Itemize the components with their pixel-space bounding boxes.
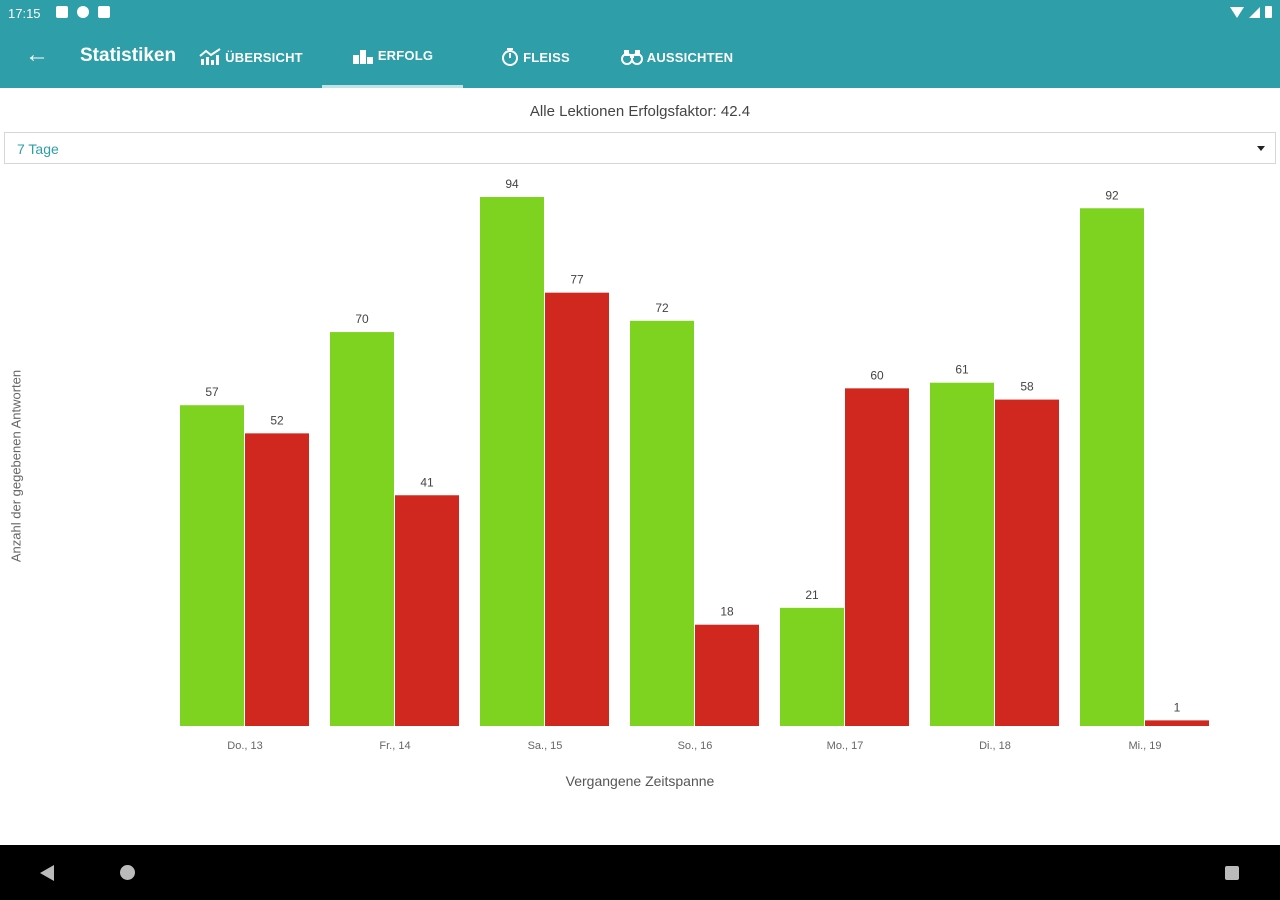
sd-card-icon: [98, 6, 110, 18]
x-axis-label: Vergangene Zeitspanne: [565, 773, 715, 789]
correct-bar-1: [330, 332, 394, 726]
bar-value-label: 18: [720, 605, 734, 619]
status-time: 17:15: [8, 6, 41, 21]
x-tick-label: Di., 18: [979, 740, 1011, 752]
x-tick-label: So., 16: [678, 740, 713, 752]
x-tick-label: Fr., 14: [379, 740, 410, 752]
bar-value-label: 61: [955, 363, 969, 377]
wrong-bar-4: [845, 388, 909, 726]
wrong-bar-6: [1145, 720, 1209, 726]
period-select[interactable]: 7 Tage: [4, 132, 1276, 164]
tab-label: ERFOLG: [377, 48, 434, 63]
tab-fleiss[interactable]: FLEISS: [478, 26, 593, 88]
bar-value-label: 70: [355, 312, 369, 326]
tab-uebersicht[interactable]: ÜBERSICHT: [196, 26, 306, 88]
bar-value-label: 92: [1105, 188, 1119, 202]
timer-icon: [502, 48, 519, 66]
x-tick-label: Do., 13: [227, 740, 262, 752]
wrong-bar-2: [545, 292, 609, 726]
correct-bar-3: [630, 320, 694, 726]
bar-value-label: 60: [870, 368, 884, 382]
answers-bar-chart: 57 52 Do., 13 70 41 Fr., 14 94 77 Sa., 15 72 18 So.…: [180, 177, 1209, 752]
dropdown-arrow-icon: [1257, 146, 1265, 151]
notification-icon: [56, 6, 68, 18]
bar-value-label: 58: [1020, 380, 1034, 394]
wrong-bar-3: [695, 624, 759, 726]
bar-value-label: 41: [420, 475, 434, 489]
x-tick-label: Mo., 17: [827, 740, 864, 752]
back-arrow-icon[interactable]: ←: [25, 41, 49, 68]
page-title: Statistiken: [80, 45, 177, 66]
cell-signal-icon: [1249, 6, 1260, 18]
tab-aussichten[interactable]: AUSSICHTEN: [612, 26, 742, 88]
bar-value-label: 72: [655, 301, 669, 315]
podium-icon: [352, 49, 373, 64]
correct-bar-0: [180, 405, 244, 726]
tab-erfolg[interactable]: ERFOLG: [322, 26, 463, 88]
nav-back-icon[interactable]: [40, 865, 54, 881]
bar-value-label: 77: [570, 273, 584, 287]
wrong-bar-0: [245, 433, 309, 726]
tab-label: AUSSICHTEN: [646, 49, 734, 65]
status-bar: 17:15: [0, 0, 1280, 26]
notification-icons: [56, 6, 110, 18]
bar-value-label: 21: [805, 588, 819, 602]
bar-value-label: 94: [505, 177, 519, 191]
system-icons: [1230, 6, 1272, 18]
binoculars-icon: [620, 50, 643, 65]
tab-label: FLEISS: [523, 49, 570, 65]
wrong-bar-1: [395, 495, 459, 726]
x-tick-label: Mi., 19: [1128, 740, 1161, 752]
success-factor-summary: Alle Lektionen Erfolgsfaktor: 42.4: [529, 103, 751, 120]
wifi-icon: [1230, 6, 1244, 18]
tab-label: ÜBERSICHT: [225, 49, 303, 65]
correct-bar-5: [930, 382, 994, 726]
correct-bar-6: [1080, 208, 1144, 727]
app-bar: ← Statistiken ÜBERSICHT ERFOLG FLEISS: [0, 26, 1280, 88]
bar-value-label: 52: [270, 413, 284, 427]
x-tick-label: Sa., 15: [528, 740, 563, 752]
wrong-bar-5: [995, 399, 1059, 726]
battery-icon: [1265, 6, 1272, 18]
system-nav-bar: [0, 845, 1280, 900]
nav-home-icon[interactable]: [120, 865, 135, 880]
nav-recents-icon[interactable]: [1225, 866, 1239, 880]
bar-value-label: 57: [205, 385, 219, 399]
app-notification-icon: [77, 6, 89, 18]
period-select-value: 7 Tage: [17, 141, 59, 157]
trending-chart-icon: [199, 48, 221, 65]
correct-bar-2: [480, 197, 544, 726]
correct-bar-4: [780, 607, 844, 726]
bar-value-label: 1: [1174, 700, 1181, 714]
